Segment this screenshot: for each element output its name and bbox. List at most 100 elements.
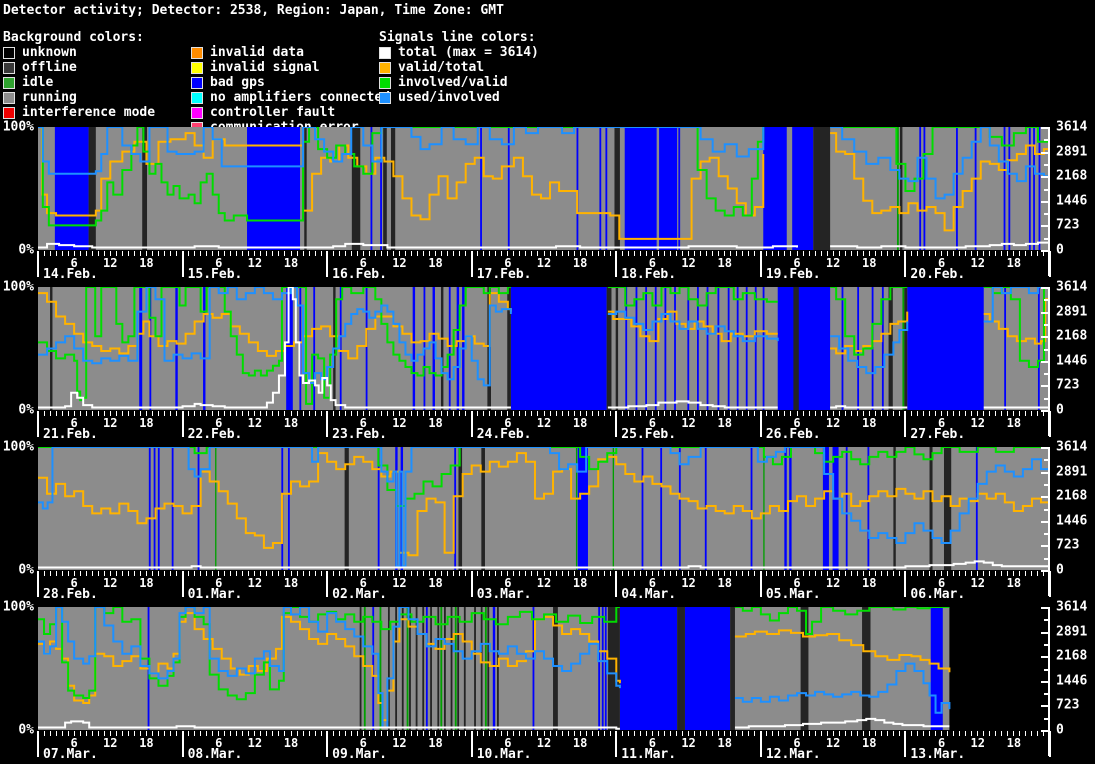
hour-tick <box>808 411 810 416</box>
right-axis-value: 2168 <box>1056 648 1088 664</box>
hour-tick <box>1025 731 1027 736</box>
hour-label: 12 <box>392 576 407 590</box>
hour-label: 18 <box>283 256 299 270</box>
hour-tick <box>923 251 924 256</box>
used-involved-swatch-icon <box>379 91 391 104</box>
hour-tick <box>212 571 214 576</box>
hour-tick <box>145 571 147 576</box>
hour-tick <box>278 571 280 576</box>
hour-tick <box>585 731 587 736</box>
hour-tick <box>344 731 346 736</box>
hour-tick <box>916 251 918 256</box>
running-swatch-icon <box>3 91 15 104</box>
day-label: 10.Mar. <box>476 747 532 762</box>
hour-tick <box>651 571 653 576</box>
hour-tick <box>531 411 533 416</box>
hour-tick <box>145 411 147 416</box>
hour-label: 18 <box>1006 576 1022 590</box>
right-axis-tick <box>1044 299 1048 301</box>
hour-tick <box>1007 571 1009 576</box>
hour-tick <box>85 731 87 736</box>
hour-tick <box>682 731 684 736</box>
hour-tick <box>404 731 406 736</box>
hour-tick <box>862 571 864 576</box>
hour-label: 18 <box>717 576 732 590</box>
hour-tick <box>296 251 298 256</box>
hour-tick <box>242 731 244 736</box>
hour-tick <box>513 731 515 736</box>
hour-tick <box>754 411 756 416</box>
hour-tick <box>170 571 172 576</box>
hour-tick <box>561 571 563 576</box>
hour-tick <box>531 731 533 736</box>
hour-tick <box>284 411 286 416</box>
hour-tick <box>368 571 370 576</box>
hour-tick <box>585 251 587 256</box>
hour-tick <box>694 411 696 416</box>
hour-tick <box>121 731 123 736</box>
y-axis-label-0: 0% <box>18 402 34 418</box>
hour-tick <box>838 571 840 576</box>
hour-tick <box>977 251 979 256</box>
hour-tick <box>49 251 51 256</box>
day-label: 24.Feb. <box>476 427 532 442</box>
hour-tick <box>796 411 798 416</box>
hour-tick <box>1001 571 1003 576</box>
hour-tick <box>236 571 238 576</box>
day-label: 09.Mar. <box>332 747 387 762</box>
hour-tick <box>850 731 852 736</box>
hour-tick <box>230 251 232 256</box>
hour-tick <box>188 731 190 736</box>
y-axis-label-100: 100% <box>2 279 34 295</box>
hour-tick <box>368 411 370 416</box>
hour-tick <box>989 411 991 416</box>
hour-tick <box>670 411 671 416</box>
hour-tick <box>820 411 822 416</box>
right-axis-tick <box>1044 558 1048 560</box>
hour-tick <box>947 731 949 736</box>
hour-tick <box>790 411 792 416</box>
hour-tick <box>55 571 57 576</box>
hour-tick <box>525 251 527 256</box>
hour-tick <box>621 731 623 736</box>
hour-tick <box>525 411 527 416</box>
hour-tick <box>1025 571 1027 576</box>
hour-tick <box>109 251 111 256</box>
hour-label: 12 <box>681 736 696 750</box>
hour-tick <box>531 251 533 256</box>
hour-tick <box>314 571 316 576</box>
hour-tick <box>338 731 340 736</box>
hour-tick <box>67 411 69 416</box>
hour-tick <box>1025 251 1027 256</box>
hour-tick <box>176 731 178 736</box>
idle-swatch-icon <box>3 76 15 89</box>
hour-tick <box>874 731 876 736</box>
hour-tick <box>507 571 509 576</box>
day-label: 23.Feb. <box>332 427 387 442</box>
hour-tick <box>995 251 997 256</box>
hour-tick <box>935 251 937 256</box>
hour-tick <box>585 411 587 416</box>
hour-tick <box>796 571 798 576</box>
hour-tick <box>742 411 744 416</box>
day-label: 05.Mar. <box>765 587 821 602</box>
hour-tick <box>772 251 774 256</box>
y-axis-label-100: 100% <box>2 599 34 615</box>
hour-tick <box>657 411 659 416</box>
hour-label: 6 <box>359 416 367 430</box>
legend-item-label: no amplifiers connected <box>210 90 391 105</box>
hour-tick <box>356 571 358 576</box>
right-axis-tick <box>1041 496 1048 498</box>
hour-tick <box>278 411 280 416</box>
hour-tick <box>386 251 388 256</box>
series-green <box>38 127 1050 225</box>
day-label: 16.Feb. <box>332 267 387 282</box>
day-boundary-tick <box>37 731 39 757</box>
day-boundary-tick <box>1049 571 1051 597</box>
hour-tick <box>435 731 437 736</box>
hour-label: 6 <box>793 576 801 590</box>
hour-tick <box>392 411 394 416</box>
hour-tick <box>320 411 322 416</box>
legend-item-label: invalid signal <box>210 60 320 75</box>
legend-item-invalid-data: invalid data <box>191 45 390 60</box>
